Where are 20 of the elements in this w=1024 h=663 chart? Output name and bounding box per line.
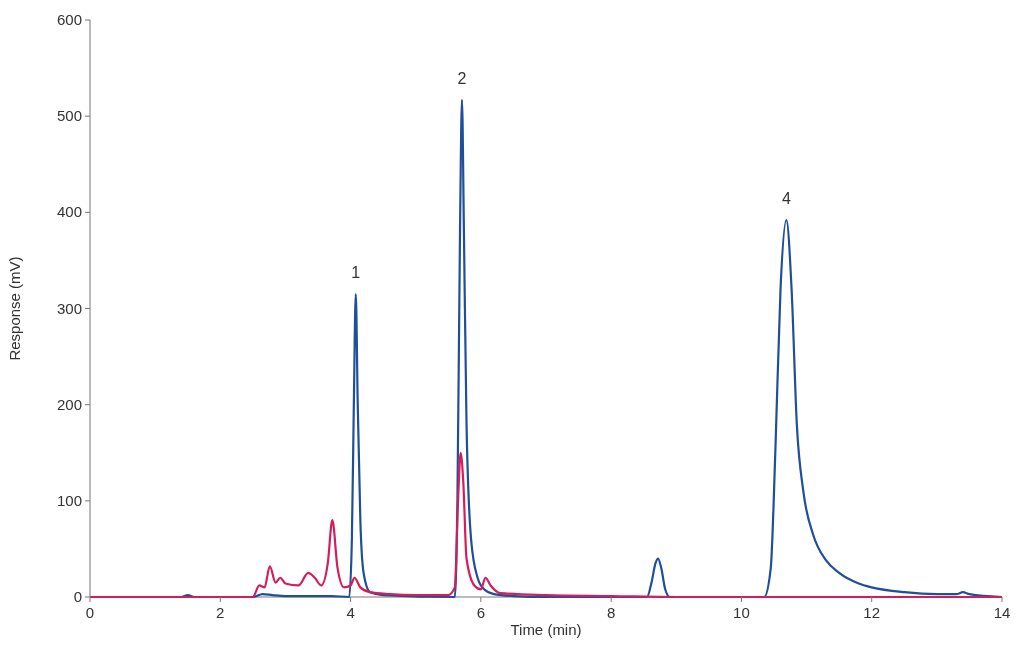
y-tick-label: 400 — [56, 203, 82, 221]
annotation: 4 — [781, 190, 791, 208]
x-tick-label: 12 — [863, 604, 881, 621]
y-tick-label: 300 — [56, 299, 82, 317]
y-tick-label: 200 — [56, 395, 82, 413]
x-tick-label: 2 — [216, 604, 225, 621]
annotation: 2 — [457, 69, 467, 87]
x-axis-title: Time (min) — [510, 621, 582, 638]
y-tick-label: 100 — [56, 491, 82, 509]
x-tick-label: 6 — [476, 604, 486, 621]
annotation: 1 — [351, 264, 361, 282]
x-tick-label: 10 — [733, 604, 750, 621]
y-tick-label: 500 — [56, 107, 82, 125]
x-tick-label: 14 — [993, 604, 1011, 621]
x-tick-label: 4 — [346, 604, 355, 621]
y-axis-title: Response (mV) — [6, 256, 23, 361]
x-tick-label: 0 — [85, 604, 95, 621]
y-tick-label: 0 — [73, 588, 82, 605]
y-tick-label: 600 — [56, 11, 82, 28]
x-tick-label: 8 — [606, 604, 616, 621]
